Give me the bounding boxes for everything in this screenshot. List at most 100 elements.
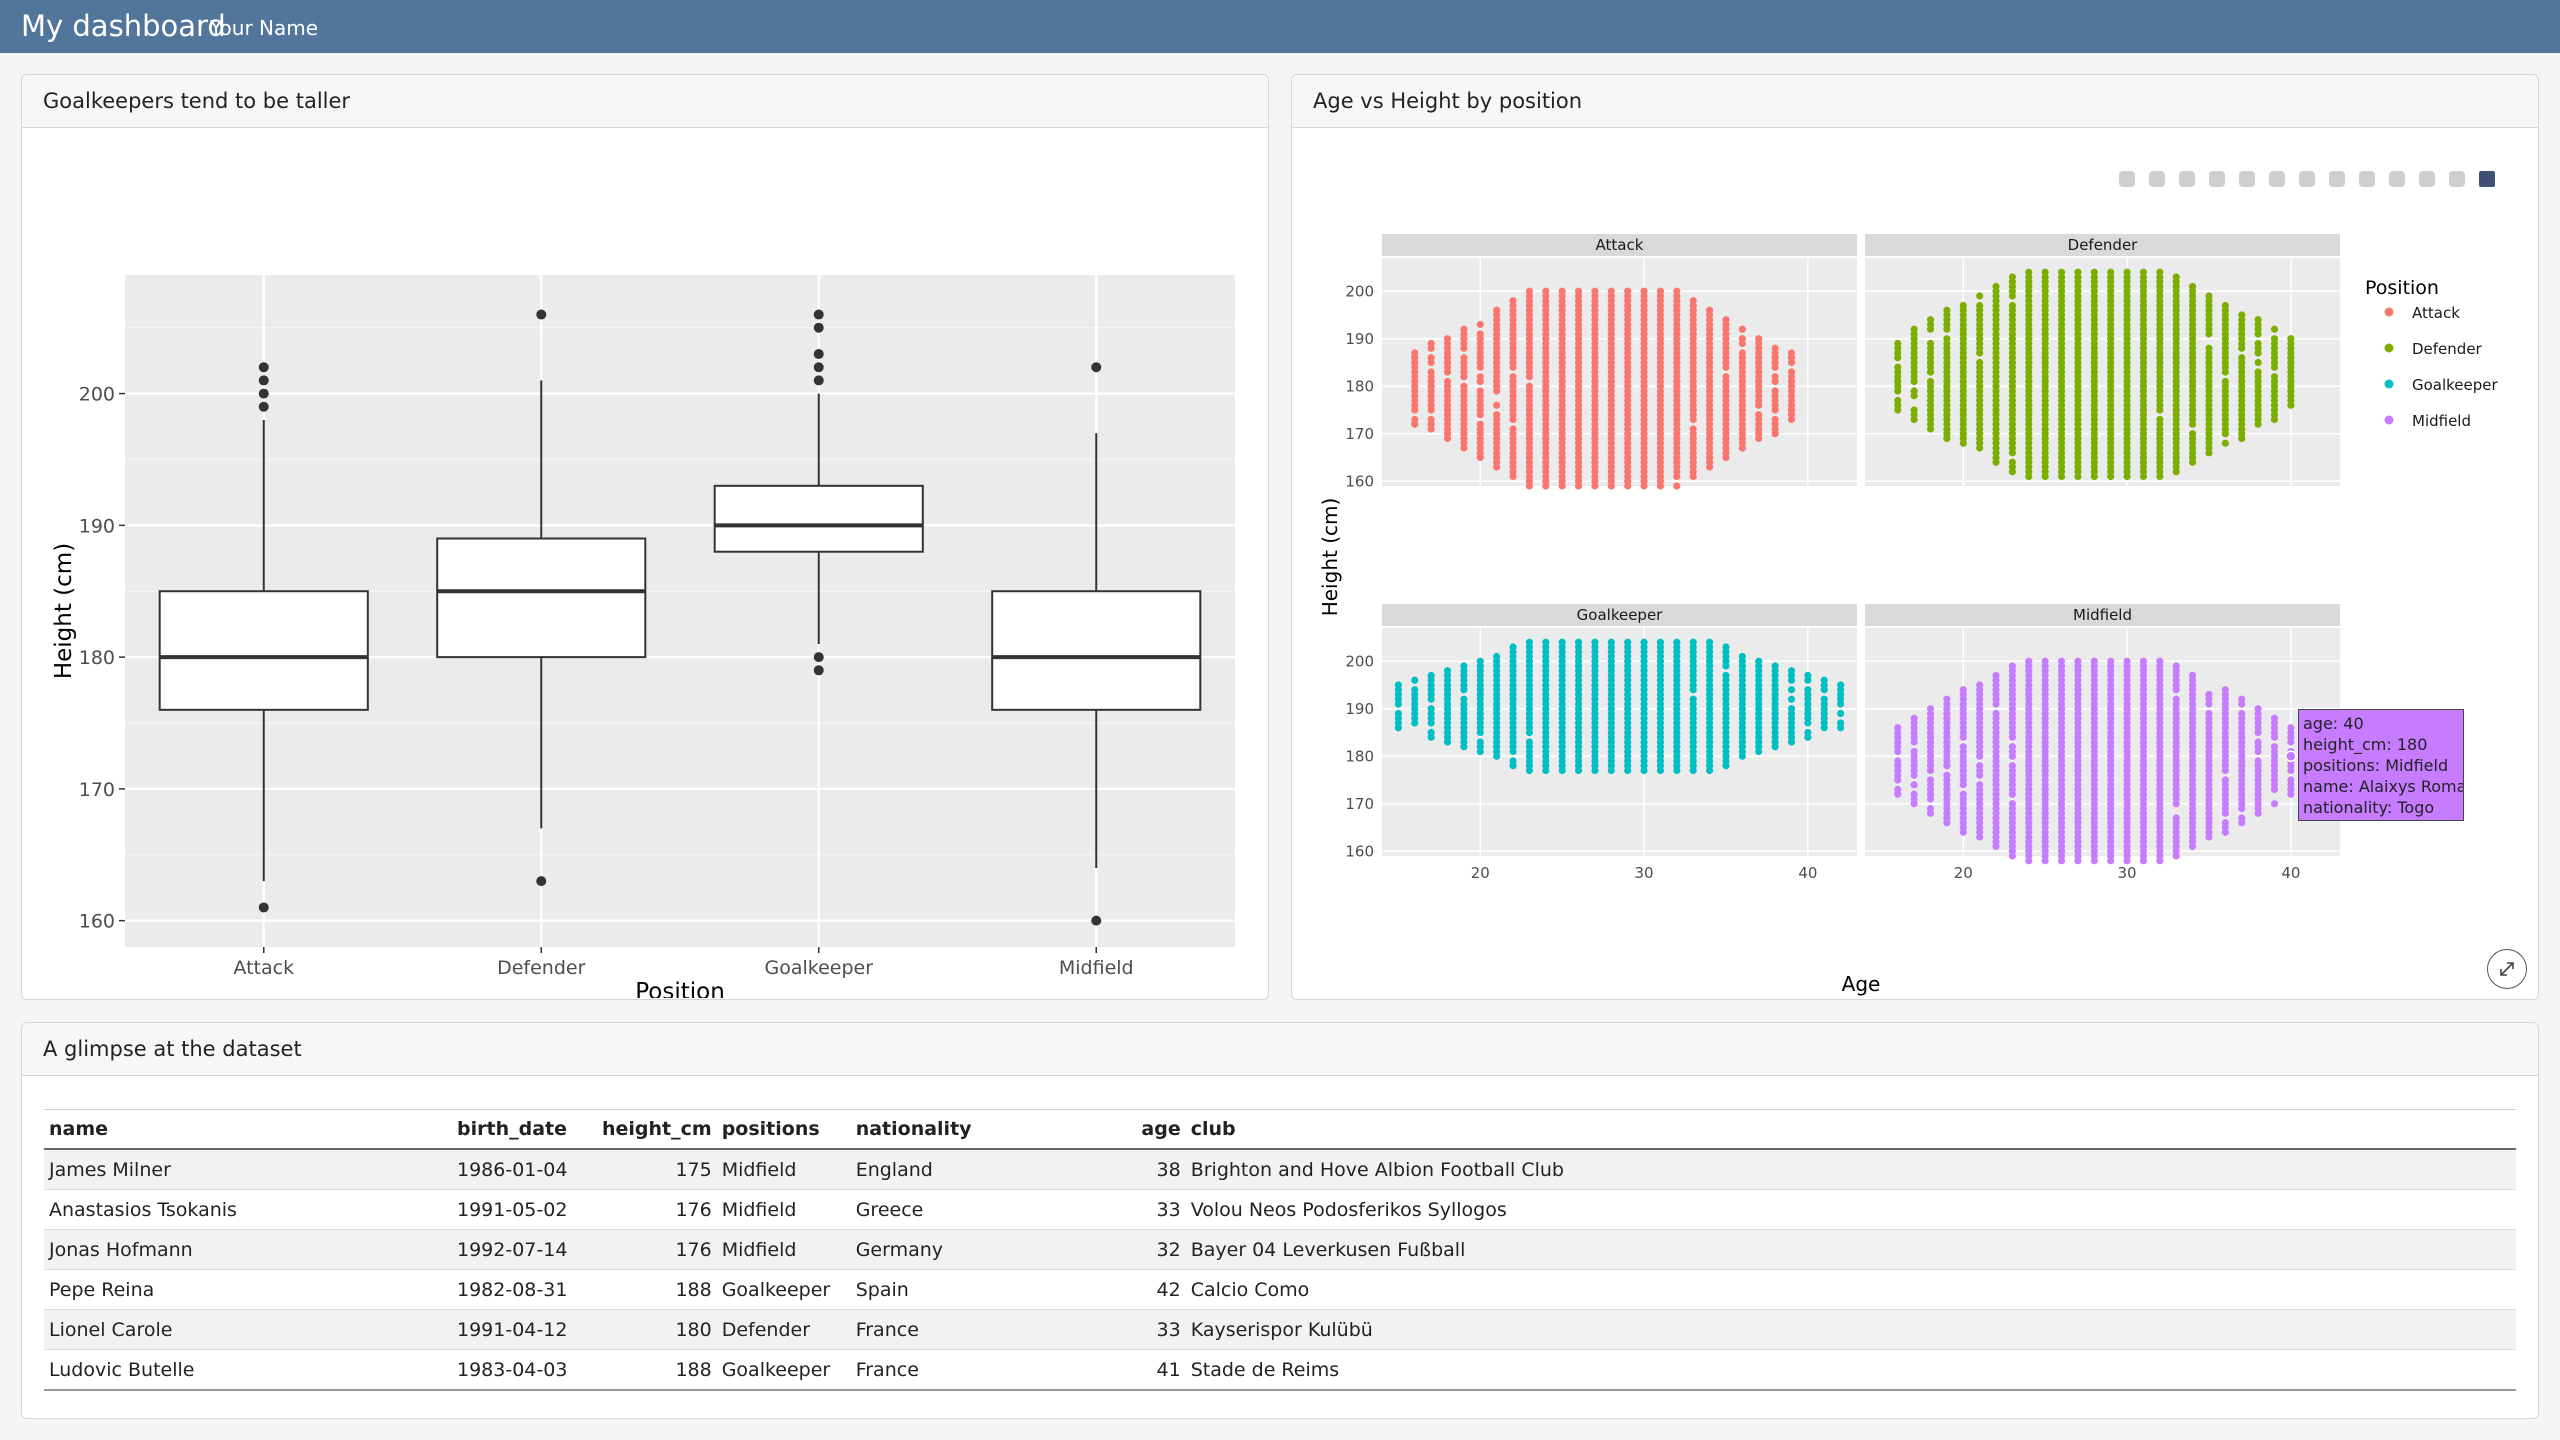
scatter-point-attack (1673, 482, 1681, 490)
table-card-title: A glimpse at the dataset (22, 1023, 2538, 1076)
outlier-point (258, 902, 269, 913)
scatter-point-attack (1427, 339, 1435, 348)
scatter-point-midfield (2270, 800, 2279, 808)
cell-name: Pepe Reina (44, 1269, 452, 1310)
scatter-point-defender (1959, 301, 1967, 310)
scatter-chart[interactable]: Attack 160 170 180 190 200 Defender Goalkeeper 1… (1292, 128, 2538, 998)
hover-closest-icon[interactable] (2419, 171, 2435, 187)
scatter-point-defender (2008, 458, 2017, 466)
scatter-point-attack (1509, 297, 1517, 305)
facet-strip (1865, 604, 2340, 626)
box-goalkeeper (713, 484, 924, 553)
scatter-point-defender (2041, 268, 2049, 276)
scatter-point-midfield (2188, 671, 2197, 680)
scatter-point-midfield (2172, 662, 2180, 670)
zoom-in-icon[interactable] (2269, 171, 2285, 187)
scatter-point-attack (1525, 287, 1534, 295)
scatter-point-midfield (2287, 776, 2295, 784)
scatter-point-defender (2270, 335, 2279, 343)
scatter-point-goalkeeper (1607, 638, 1615, 646)
scatter-point-goalkeeper (1411, 676, 1419, 684)
zoom-out-icon[interactable] (2299, 171, 2315, 187)
column-header-name[interactable]: name (44, 1109, 452, 1150)
plotly-logo-icon[interactable] (2479, 171, 2495, 187)
table-row: Pepe Reina 1982-08-31 188 Goalkeeper Spa… (44, 1269, 2516, 1310)
expand-fullscreen-button[interactable] (2487, 949, 2527, 989)
scatter-point-goalkeeper (1804, 686, 1812, 694)
scatter-point-defender (1894, 396, 1902, 405)
scatter-point-midfield (2123, 657, 2131, 665)
column-header-positions[interactable]: positions (716, 1109, 851, 1150)
scatter-point-attack (1460, 354, 1468, 362)
highlighted-point (2285, 750, 2297, 762)
outlier-point (258, 401, 269, 412)
scatter-point-attack (1738, 349, 1746, 357)
table-row: Ludovic Butelle 1983-04-03 188 Goalkeepe… (44, 1349, 2516, 1391)
x-tick-label: 20 (1471, 864, 1490, 882)
scatter-point-midfield (1992, 709, 2000, 718)
scatter-point-goalkeeper (1394, 681, 1402, 689)
cell-name: Lionel Carole (44, 1309, 452, 1350)
y-tick-label: 190 (1345, 330, 1374, 348)
scatter-point-defender (1910, 406, 1918, 414)
outlier-point (813, 349, 824, 360)
scatter-point-defender (2008, 301, 2017, 310)
scatter-point-attack (1427, 354, 1435, 362)
scatter-point-defender (1976, 301, 1984, 310)
column-header-birth-date[interactable]: birth_date (452, 1109, 597, 1150)
camera-icon[interactable] (2119, 171, 2135, 187)
column-header-height[interactable]: height_cm (597, 1109, 717, 1150)
scatter-point-midfield (1910, 781, 1918, 789)
facet-panel (1865, 628, 2340, 856)
scatter-point-goalkeeper (1493, 652, 1501, 661)
column-header-nationality[interactable]: nationality (850, 1109, 1136, 1150)
scatter-point-defender (2172, 273, 2180, 281)
lasso-icon[interactable] (2239, 171, 2255, 187)
legend-title: Position (2365, 277, 2439, 299)
spike-lines-icon[interactable] (2389, 171, 2405, 187)
reset-axes-icon[interactable] (2359, 171, 2375, 187)
scatter-point-attack (1509, 373, 1517, 381)
cell-nationality: Spain (850, 1269, 1136, 1310)
box-midfield (991, 590, 1202, 711)
scatter-point-attack (1427, 415, 1435, 424)
scatter-point-goalkeeper (1591, 638, 1599, 646)
facet-panel (1382, 628, 1857, 856)
scatter-point-defender (2205, 292, 2213, 300)
boxplot-chart: 160 170 180 190 200 Attack Defender Goalkeeper M… (51, 275, 1235, 998)
expand-icon (2500, 962, 2514, 976)
autoscale-icon[interactable] (2329, 171, 2345, 187)
y-tick-label: 180 (1345, 747, 1374, 765)
scatter-point-attack (1722, 316, 1730, 324)
table-header-row: name birth_date height_cm positions nati… (44, 1109, 2516, 1150)
hover-compare-icon[interactable] (2449, 171, 2465, 187)
scatter-point-attack (1411, 415, 1419, 424)
x-axis-label: Age (1842, 972, 1881, 996)
box-select-icon[interactable] (2209, 171, 2225, 187)
scatter-point-goalkeeper (1804, 671, 1812, 680)
scatter-point-midfield (2254, 738, 2262, 746)
scatter-point-defender (2057, 268, 2066, 276)
scatter-point-midfield (2221, 776, 2229, 784)
pan-icon[interactable] (2179, 171, 2195, 187)
scatter-point-defender (2270, 373, 2279, 381)
y-axis-label: Height (cm) (51, 543, 77, 679)
scatter-point-defender (1910, 325, 1918, 333)
tooltip-age: age: 40 (2303, 714, 2364, 733)
y-tick-label: 180 (79, 647, 115, 669)
scatter-point-defender (2221, 301, 2229, 310)
y-tick-label: 170 (1345, 425, 1374, 443)
outlier-point (258, 375, 269, 386)
scatter-point-attack (1443, 335, 1452, 343)
cell-club: Calcio Como (1185, 1269, 2516, 1310)
scatter-point-defender (2238, 354, 2246, 362)
x-tick-label: 30 (1635, 864, 1654, 882)
scatter-point-attack (1525, 382, 1534, 390)
scatter-card-title: Age vs Height by position (1292, 75, 2538, 128)
zoom-icon[interactable] (2149, 171, 2165, 187)
hover-tooltip: age: 40 height_cm: 180 positions: Midfie… (2298, 709, 2464, 821)
scatter-point-goalkeeper (1460, 695, 1468, 703)
column-header-age[interactable]: age (1135, 1109, 1186, 1150)
scatter-point-defender (2107, 268, 2115, 276)
column-header-club[interactable]: club (1185, 1109, 2516, 1150)
